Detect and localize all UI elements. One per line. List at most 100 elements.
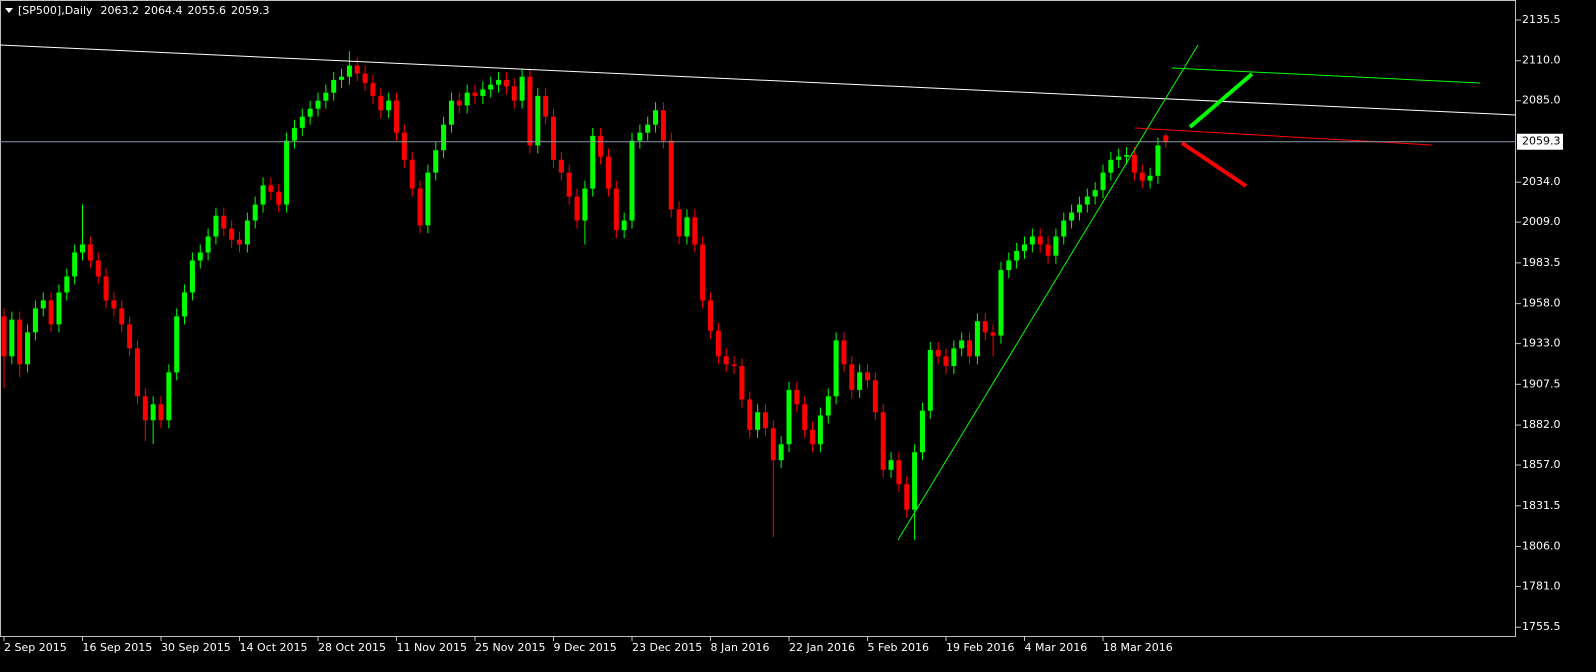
candle-body <box>1069 212 1075 221</box>
candle-body <box>260 185 266 205</box>
ohlc-open: 2063.2 <box>101 4 140 17</box>
candle-body <box>111 300 117 309</box>
current-price-label: 2059.3 <box>1522 135 1561 148</box>
candle-body <box>566 172 572 197</box>
candle-body <box>1006 260 1012 271</box>
candle-body <box>590 135 596 189</box>
candle-body <box>1092 190 1098 197</box>
candle-body <box>637 132 643 141</box>
candle-body <box>1139 172 1145 181</box>
x-tick-label: 23 Dec 2015 <box>632 641 702 654</box>
candle-body <box>1084 196 1090 205</box>
candle-body <box>17 319 23 365</box>
trend-line <box>897 44 1199 541</box>
y-tick-label: 1958.0 <box>1522 297 1561 310</box>
x-tick-label: 5 Feb 2016 <box>868 641 929 654</box>
x-tick-label: 4 Mar 2016 <box>1025 641 1088 654</box>
candle-body <box>401 132 407 160</box>
candle-body <box>1100 172 1106 191</box>
candle-body <box>770 428 776 461</box>
candle-body <box>370 83 376 96</box>
candle-body <box>158 404 164 421</box>
chart-header: [SP500],Daily 2063.2 2064.4 2055.6 2059.3 <box>18 4 270 17</box>
menu-triangle[interactable] <box>5 8 13 13</box>
ohlc-high: 2064.4 <box>144 4 183 17</box>
candle-body <box>974 321 980 357</box>
candle-body <box>731 364 737 366</box>
candle-body <box>339 76 345 80</box>
candle-body <box>182 292 188 317</box>
candle-body <box>284 140 290 205</box>
candle-body <box>904 484 910 510</box>
candle-body <box>888 460 894 470</box>
candle-body <box>912 452 918 510</box>
candle-body <box>967 340 973 357</box>
y-tick-label: 2135.5 <box>1522 13 1561 26</box>
candle-body <box>433 150 439 173</box>
candle-body <box>268 185 274 192</box>
candle-body <box>653 110 659 125</box>
candle-body <box>237 239 242 245</box>
candle-body <box>849 364 855 390</box>
candle-body <box>668 140 674 210</box>
candle-body <box>692 217 698 245</box>
candle-body <box>503 79 509 87</box>
candle-body <box>778 444 784 461</box>
candle-body <box>1061 220 1067 237</box>
x-tick-label: 14 Oct 2015 <box>240 641 308 654</box>
candle-body <box>582 188 588 221</box>
candle-body <box>1045 244 1051 256</box>
candle-body <box>331 79 337 93</box>
candle-body <box>558 159 564 173</box>
candle-body <box>551 116 556 160</box>
current-price-box <box>1517 133 1563 150</box>
candle-body <box>80 244 85 253</box>
candle-body <box>87 244 93 261</box>
candle-body <box>425 172 431 226</box>
candle-body <box>9 319 15 357</box>
candle-body <box>527 76 533 146</box>
candle-body <box>354 65 360 74</box>
candle-body <box>1116 156 1122 160</box>
candle-body <box>739 365 745 400</box>
candle-body <box>48 300 54 325</box>
candle-body <box>841 340 847 365</box>
y-tick-label: 2085.0 <box>1522 94 1561 107</box>
candle-body <box>166 372 172 421</box>
candle-body <box>1163 135 1169 142</box>
candle-body <box>794 389 800 405</box>
candle-body <box>857 372 863 390</box>
candle-body <box>32 308 38 333</box>
candle-body <box>119 308 125 325</box>
candle-body <box>221 215 227 229</box>
candle-body <box>872 380 878 413</box>
candle-body <box>103 276 109 301</box>
candle-body <box>315 100 321 109</box>
candle-body <box>755 412 761 430</box>
candle-body <box>700 244 706 301</box>
candle-body <box>613 188 619 231</box>
y-tick-label: 1882.0 <box>1522 418 1561 431</box>
candle-body <box>244 220 250 245</box>
candle-body <box>25 332 31 365</box>
candle-body <box>456 100 462 106</box>
candle-body <box>943 356 949 366</box>
y-tick-label: 2034.0 <box>1522 175 1561 188</box>
candle-body <box>409 159 415 189</box>
trend-line <box>0 44 1517 116</box>
candle-body <box>723 356 729 365</box>
candle-body <box>998 270 1004 336</box>
candle-body <box>362 73 368 84</box>
candle-body <box>205 236 211 253</box>
candle-body <box>394 100 399 133</box>
ohlc-low: 2055.6 <box>188 4 227 17</box>
candle-body <box>715 330 721 357</box>
candle-body <box>684 217 690 237</box>
candle-body <box>1131 155 1137 173</box>
y-tick-label: 1781.0 <box>1522 579 1561 592</box>
candle-body <box>660 110 666 141</box>
candle-body <box>480 89 486 96</box>
